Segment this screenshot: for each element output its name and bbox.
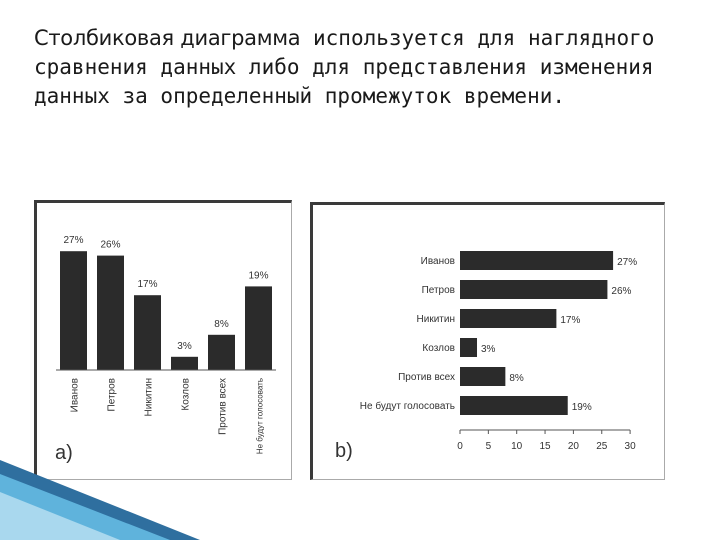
horizontal-bar-chart: 27% Иванов 26% Петров 17% Никитин 3% Козлов 8% Пр… (335, 251, 637, 462)
heading-rest: используется для наглядного сравнения да… (34, 26, 655, 108)
x-tick-label-20: 20 (568, 441, 580, 452)
bar-6 (245, 286, 272, 370)
bar-6 (460, 396, 568, 415)
category-label-6: Не будут голосовать (256, 378, 265, 454)
bar-2 (97, 255, 124, 370)
data-label-1: 27% (617, 257, 637, 268)
slide-heading: Столбиковая диаграмма используется для н… (34, 24, 694, 111)
category-label-4: Козлов (181, 378, 192, 411)
slide-corner-decoration (0, 460, 200, 540)
category-label-3: Никитин (144, 378, 155, 416)
data-label-3: 17% (560, 315, 580, 326)
category-label-5: Против всех (398, 372, 455, 383)
data-label-1: 27% (63, 235, 83, 246)
category-label-5: Против всех (218, 378, 229, 435)
x-tick-label-30: 30 (625, 441, 637, 452)
data-label-6: 19% (248, 270, 268, 281)
vertical-bar-chart-panel: 27% Иванов 26% Петров 17% Никитин 3% Козлов 8% Пр… (34, 200, 292, 480)
category-label-1: Иванов (70, 378, 81, 412)
bar-3 (460, 309, 557, 328)
heading-term: Столбиковая диаграмма (34, 26, 301, 50)
category-label-4: Козлов (422, 343, 455, 354)
data-label-3: 17% (137, 279, 157, 290)
corner-stripe-pale (0, 492, 120, 540)
bar-5 (208, 334, 235, 370)
data-label-6: 19% (572, 402, 592, 413)
bar-4 (460, 338, 478, 357)
data-label-4: 3% (177, 341, 192, 352)
category-label-1: Иванов (421, 256, 455, 267)
bar-4 (171, 356, 198, 370)
panel-label: b) (335, 440, 353, 462)
x-tick-label-0: 0 (457, 441, 463, 452)
category-label-6: Не будут голосовать (360, 400, 455, 412)
x-tick-label-5: 5 (486, 441, 492, 452)
x-tick-label-10: 10 (511, 441, 523, 452)
category-label-3: Никитин (417, 314, 455, 325)
x-tick-label-25: 25 (596, 441, 608, 452)
category-label-2: Петров (422, 285, 455, 296)
bar-5 (460, 367, 506, 386)
data-label-5: 8% (214, 319, 229, 330)
data-label-4: 3% (481, 344, 496, 355)
horizontal-bar-chart-panel: 27% Иванов 26% Петров 17% Никитин 3% Козлов 8% Пр… (310, 202, 665, 480)
vertical-bar-chart: 27% Иванов 26% Петров 17% Никитин 3% Козлов 8% Пр… (55, 235, 276, 464)
x-tick-label-15: 15 (539, 441, 551, 452)
bar-2 (460, 280, 608, 299)
bar-3 (134, 295, 161, 370)
data-label-2: 26% (100, 240, 120, 251)
data-label-5: 8% (509, 373, 524, 384)
category-label-2: Петров (107, 378, 118, 411)
bar-1 (60, 251, 87, 370)
panel-label: a) (55, 442, 73, 464)
data-label-2: 26% (611, 286, 631, 297)
bar-1 (460, 251, 614, 270)
